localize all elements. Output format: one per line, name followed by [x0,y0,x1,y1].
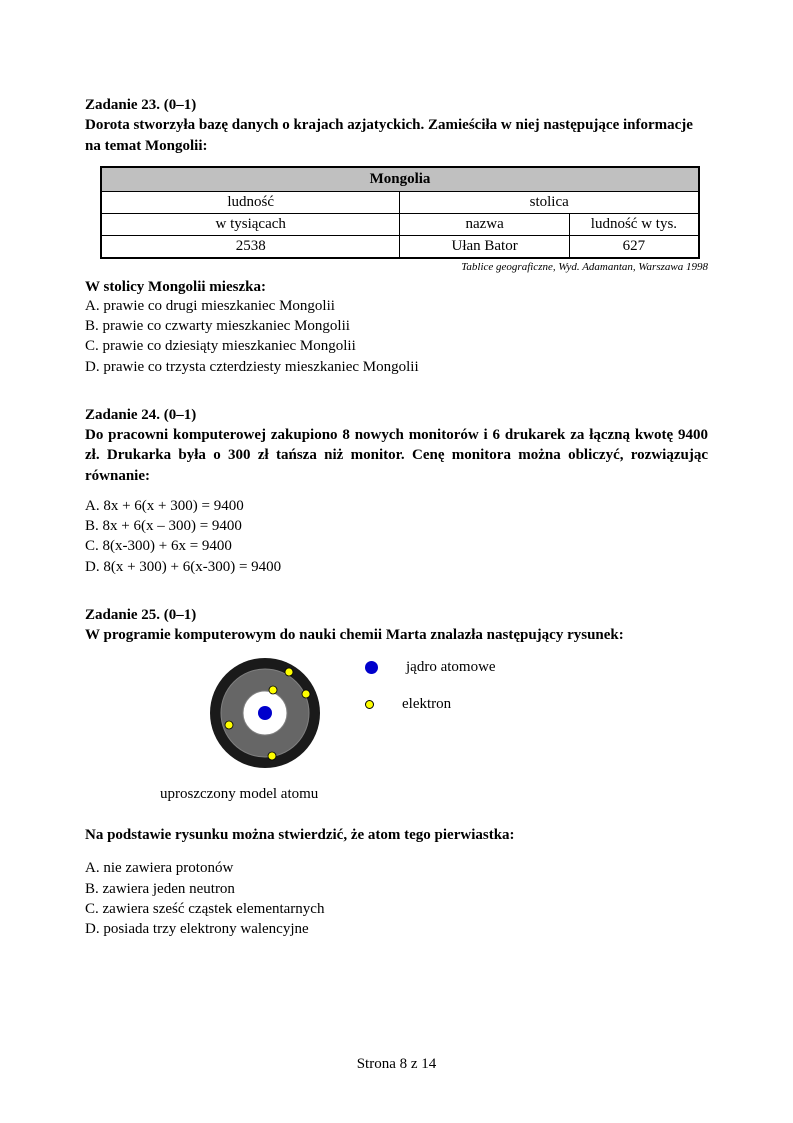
table-h2-b: nazwa [400,213,569,235]
task-24-option-d: D. 8(x + 300) + 6(x-300) = 9400 [85,557,708,577]
task-24-option-c: C. 8(x-300) + 6x = 9400 [85,536,708,556]
task-25-subhead: Na podstawie rysunku można stwierdzić, ż… [85,827,708,844]
table-row-a: 2538 [101,235,400,258]
task-23-option-c: C. prawie co dziesiąty mieszkaniec Mongo… [85,336,708,356]
table-row-b: Ułan Bator [400,235,569,258]
electron-dot-icon [365,700,374,709]
table-h2-c: ludność w tys. [569,213,699,235]
task-25-header: Zadanie 25. (0–1) W programie komputerow… [85,605,708,646]
table-row-c: 627 [569,235,699,258]
task-24-option-a: A. 8x + 6(x + 300) = 9400 [85,496,708,516]
task-24-header: Zadanie 24. (0–1) Do pracowni komputerow… [85,405,708,486]
task-25-option-c: C. zawiera sześć cząstek elementarnych [85,899,708,919]
task-23-header: Zadanie 23. (0–1) Dorota stworzyła bazę … [85,95,708,156]
task-24: Zadanie 24. (0–1) Do pracowni komputerow… [85,405,708,577]
nucleus-dot-icon [365,661,378,674]
nucleus-icon [258,706,272,720]
table-h1-right: stolica [400,191,699,213]
atom-diagram [205,653,325,778]
legend-electron-row: elektron [365,696,496,713]
electron-icon [269,686,277,694]
table-h1-left: ludność [101,191,400,213]
task-24-options: A. 8x + 6(x + 300) = 9400 B. 8x + 6(x – … [85,496,708,577]
task-23-option-d: D. prawie co trzysta czterdziesty mieszk… [85,357,708,377]
task-25: Zadanie 25. (0–1) W programie komputerow… [85,605,708,940]
atom-svg [205,653,325,773]
table-h2-a: w tysiącach [101,213,400,235]
task-24-number: Zadanie 24. (0–1) [85,407,196,423]
electron-icon [225,721,233,729]
task-24-prompt: Do pracowni komputerowej zakupiono 8 now… [85,427,708,484]
task-25-options: A. nie zawiera protonów B. zawiera jeden… [85,858,708,939]
task-23-options: A. prawie co drugi mieszkaniec Mongolii … [85,296,708,377]
task-23-option-b: B. prawie co czwarty mieszkaniec Mongoli… [85,316,708,336]
legend-electron-label: elektron [402,696,451,713]
electron-icon [302,690,310,698]
page-footer: Strona 8 z 14 [0,1056,793,1073]
task-23-table-wrap: Mongolia ludność stolica w tysiącach naz… [100,166,708,273]
task-25-option-d: D. posiada trzy elektrony walencyjne [85,919,708,939]
atom-legend: jądro atomowe elektron [365,659,496,733]
task-23-number: Zadanie 23. (0–1) [85,97,196,113]
task-23-option-a: A. prawie co drugi mieszkaniec Mongolii [85,296,708,316]
electron-icon [268,752,276,760]
electron-icon [285,668,293,676]
legend-nucleus-label: jądro atomowe [406,659,496,676]
atom-block: jądro atomowe elektron [205,653,708,778]
mongolia-table: Mongolia ludność stolica w tysiącach naz… [100,166,700,259]
task-24-option-b: B. 8x + 6(x – 300) = 9400 [85,516,708,536]
task-23: Zadanie 23. (0–1) Dorota stworzyła bazę … [85,95,708,377]
page: Zadanie 23. (0–1) Dorota stworzyła bazę … [0,0,793,1123]
atom-caption: uproszczony model atomu [160,786,708,803]
task-25-option-a: A. nie zawiera protonów [85,858,708,878]
task-23-prompt: Dorota stworzyła bazę danych o krajach a… [85,117,693,153]
task-25-option-b: B. zawiera jeden neutron [85,879,708,899]
table-title: Mongolia [101,167,699,192]
legend-nucleus-row: jądro atomowe [365,659,496,676]
task-25-prompt: W programie komputerowym do nauki chemii… [85,627,624,643]
task-23-subhead: W stolicy Mongolii mieszka: [85,279,708,296]
task-25-number: Zadanie 25. (0–1) [85,607,196,623]
task-23-source: Tablice geograficzne, Wyd. Adamantan, Wa… [100,261,708,273]
